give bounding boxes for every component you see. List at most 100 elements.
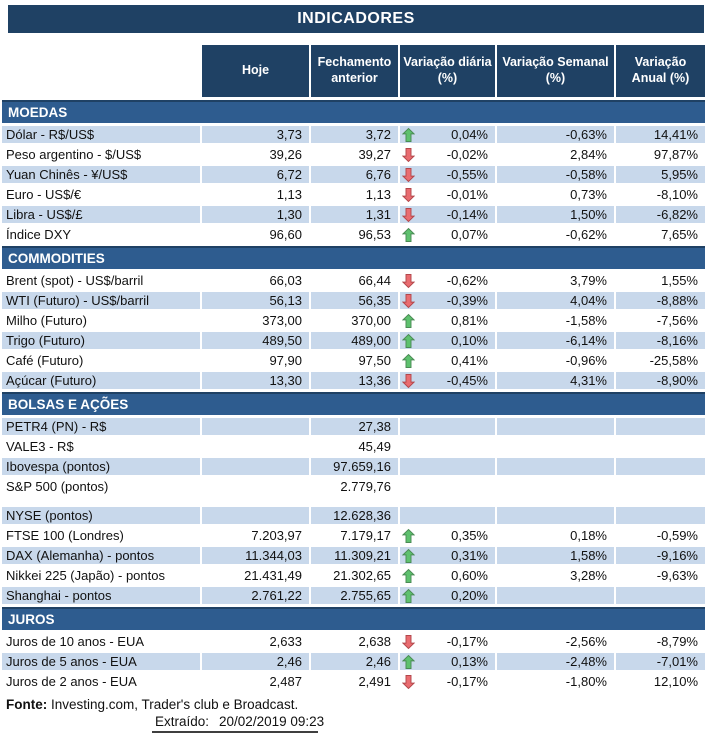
cell-variacao-diaria: 0,31% — [400, 547, 495, 564]
variacao-diaria-value: -0,02% — [446, 147, 488, 162]
cell-variacao-semanal: -6,14% — [497, 332, 614, 349]
cell-variacao-semanal — [497, 418, 614, 435]
cell-fechamento-anterior: 96,53 — [311, 226, 398, 243]
cell-variacao-anual: -9,63% — [616, 567, 705, 584]
down-arrow-icon — [402, 147, 415, 162]
cell-indicator-label: Shanghai - pontos — [2, 587, 200, 604]
table-row: Açúcar (Futuro) 13,30 13,36 -0,45% 4,31% -8,9… — [2, 372, 705, 389]
cell-fechamento-anterior: 97,50 — [311, 352, 398, 369]
variacao-diaria-value: 0,04% — [451, 127, 488, 142]
cell-indicator-label: S&P 500 (pontos) — [2, 478, 200, 495]
cell-indicator-label: Juros de 10 anos - EUA — [2, 633, 200, 650]
cell-fechamento-anterior: 13,36 — [311, 372, 398, 389]
cell-variacao-semanal — [497, 587, 614, 604]
table-row: Índice DXY 96,60 96,53 0,07% -0,62% 7,65% — [2, 226, 705, 243]
cell-variacao-anual: -9,16% — [616, 547, 705, 564]
up-arrow-icon — [402, 127, 415, 142]
up-arrow-icon — [402, 313, 415, 328]
source-label: Fonte: — [6, 697, 48, 712]
variacao-diaria-value: 0,07% — [451, 227, 488, 242]
cell-fechamento-anterior: 6,76 — [311, 166, 398, 183]
cell-variacao-semanal: -2,48% — [497, 653, 614, 670]
cell-hoje: 2,487 — [202, 673, 309, 690]
cell-variacao-diaria: -0,02% — [400, 146, 495, 163]
cell-variacao-diaria: -0,55% — [400, 166, 495, 183]
column-header-fechamento-anterior: Fechamento anterior — [311, 45, 398, 97]
variacao-diaria-value: 0,10% — [451, 333, 488, 348]
cell-hoje: 13,30 — [202, 372, 309, 389]
cell-fechamento-anterior: 2.755,65 — [311, 587, 398, 604]
cell-variacao-diaria: 0,10% — [400, 332, 495, 349]
cell-variacao-diaria: 0,35% — [400, 527, 495, 544]
section-row: COMMODITIES — [2, 246, 705, 269]
cell-indicator-label: Brent (spot) - US$/barril — [2, 272, 200, 289]
cell-variacao-semanal — [497, 478, 614, 495]
down-arrow-icon — [402, 187, 415, 202]
table-row: Juros de 5 anos - EUA 2,46 2,46 0,13% -2,48%… — [2, 653, 705, 670]
cell-variacao-anual: -8,88% — [616, 292, 705, 309]
cell-variacao-anual: 5,95% — [616, 166, 705, 183]
cell-indicator-label: Açúcar (Futuro) — [2, 372, 200, 389]
cell-variacao-diaria: 0,60% — [400, 567, 495, 584]
variacao-diaria-value: 0,60% — [451, 568, 488, 583]
indicators-report: INDICADORES Hoje Fechamento anterior Var… — [0, 5, 707, 733]
column-header-variacao-semanal: Variação Semanal (%) — [497, 45, 614, 97]
cell-hoje: 66,03 — [202, 272, 309, 289]
cell-indicator-label: PETR4 (PN) - R$ — [2, 418, 200, 435]
indicators-table-body: MOEDAS Dólar - R$/US$ 3,73 3,72 0,04% -0,63% 1… — [2, 100, 705, 690]
cell-variacao-diaria: 0,20% — [400, 587, 495, 604]
cell-fechamento-anterior: 39,27 — [311, 146, 398, 163]
table-row: Euro - US$/€ 1,13 1,13 -0,01% 0,73% -8,10% — [2, 186, 705, 203]
cell-variacao-anual: -8,90% — [616, 372, 705, 389]
cell-indicator-label: Yuan Chinês - ¥/US$ — [2, 166, 200, 183]
cell-variacao-anual — [616, 587, 705, 604]
section-row: BOLSAS E AÇÕES — [2, 392, 705, 415]
cell-variacao-anual — [616, 507, 705, 524]
cell-variacao-diaria — [400, 418, 495, 435]
cell-fechamento-anterior: 1,31 — [311, 206, 398, 223]
cell-variacao-anual: 12,10% — [616, 673, 705, 690]
up-arrow-icon — [402, 568, 415, 583]
source-line: Fonte: Investing.com, Trader's club e Br… — [0, 697, 707, 712]
cell-variacao-diaria: -0,45% — [400, 372, 495, 389]
cell-variacao-anual: -7,01% — [616, 653, 705, 670]
cell-variacao-anual: -8,79% — [616, 633, 705, 650]
spacer-cell — [2, 498, 705, 504]
cell-indicator-label: Ibovespa (pontos) — [2, 458, 200, 475]
cell-variacao-semanal — [497, 438, 614, 455]
up-arrow-icon — [402, 227, 415, 242]
cell-hoje: 56,13 — [202, 292, 309, 309]
variacao-diaria-value: -0,62% — [446, 273, 488, 288]
cell-fechamento-anterior: 45,49 — [311, 438, 398, 455]
cell-hoje: 2.761,22 — [202, 587, 309, 604]
cell-hoje: 97,90 — [202, 352, 309, 369]
cell-variacao-diaria: -0,17% — [400, 673, 495, 690]
cell-variacao-semanal: -0,96% — [497, 352, 614, 369]
cell-hoje: 1,13 — [202, 186, 309, 203]
variacao-diaria-value: -0,17% — [446, 674, 488, 689]
cell-hoje: 2,633 — [202, 633, 309, 650]
column-header-variacao-diaria: Variação diária (%) — [400, 45, 495, 97]
cell-variacao-semanal: -2,56% — [497, 633, 614, 650]
table-row: Dólar - R$/US$ 3,73 3,72 0,04% -0,63% 14,41% — [2, 126, 705, 143]
cell-hoje: 373,00 — [202, 312, 309, 329]
cell-variacao-anual: -25,58% — [616, 352, 705, 369]
variacao-diaria-value: -0,55% — [446, 167, 488, 182]
table-row: PETR4 (PN) - R$ 27,38 — [2, 418, 705, 435]
cell-fechamento-anterior: 27,38 — [311, 418, 398, 435]
cell-variacao-semanal: 3,79% — [497, 272, 614, 289]
cell-variacao-diaria: -0,01% — [400, 186, 495, 203]
cell-indicator-label: Índice DXY — [2, 226, 200, 243]
cell-hoje — [202, 507, 309, 524]
cell-variacao-diaria: -0,39% — [400, 292, 495, 309]
section-row: MOEDAS — [2, 100, 705, 123]
variacao-diaria-value: 0,13% — [451, 654, 488, 669]
cell-hoje: 11.344,03 — [202, 547, 309, 564]
cell-fechamento-anterior: 11.309,21 — [311, 547, 398, 564]
cell-variacao-semanal: -0,58% — [497, 166, 614, 183]
cell-variacao-anual: -0,59% — [616, 527, 705, 544]
cell-variacao-diaria: 0,07% — [400, 226, 495, 243]
cell-variacao-semanal: 4,04% — [497, 292, 614, 309]
cell-hoje: 39,26 — [202, 146, 309, 163]
down-arrow-icon — [402, 273, 415, 288]
